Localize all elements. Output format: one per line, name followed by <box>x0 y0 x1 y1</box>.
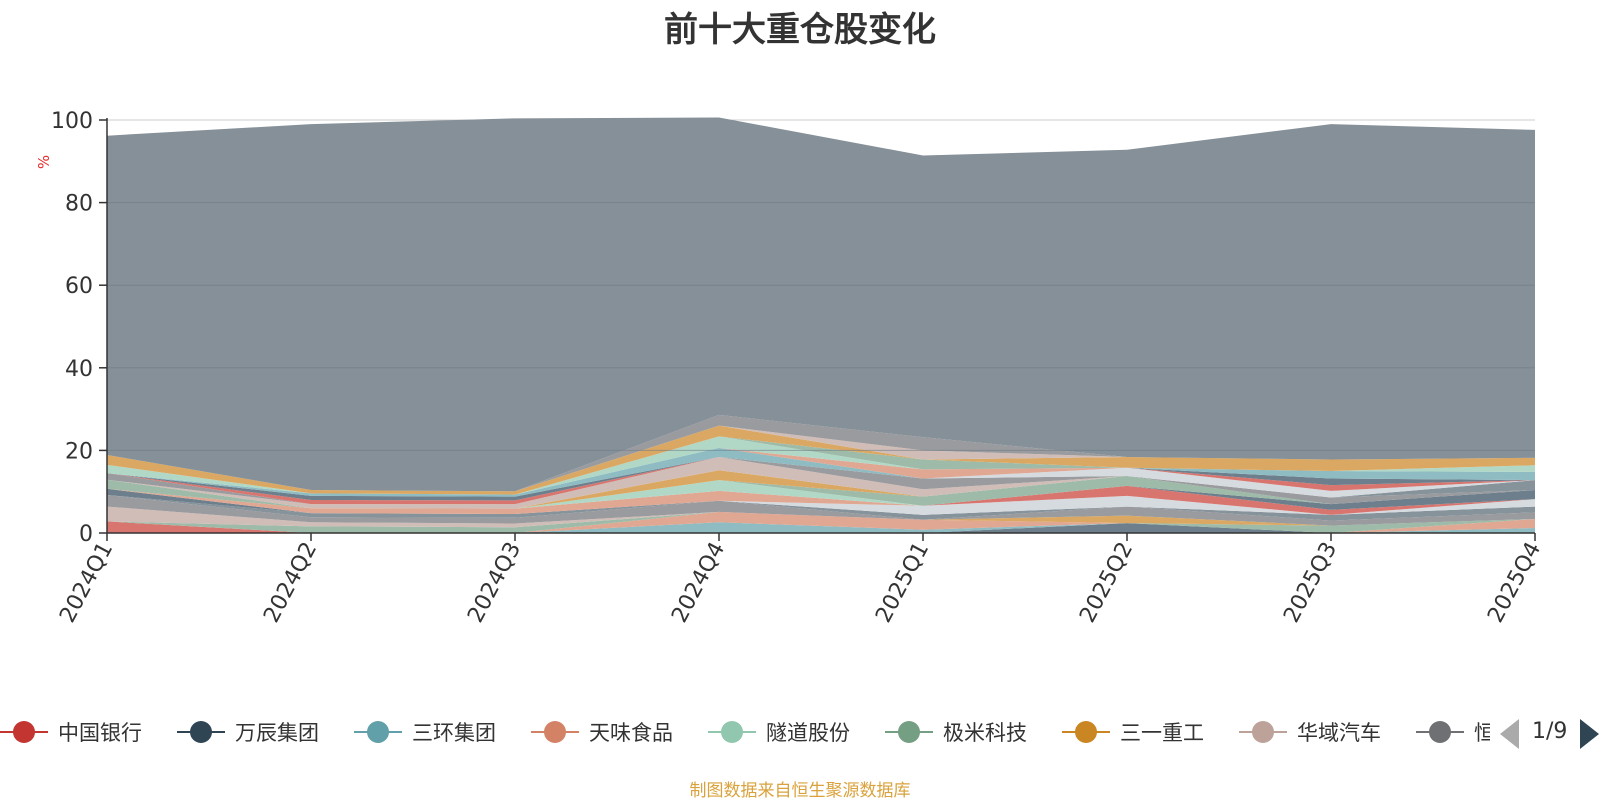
legend-marker-icon <box>1416 719 1464 745</box>
area-series-12 <box>107 485 1535 515</box>
legend-label: 天味食品 <box>589 721 673 745</box>
legend-marker-icon <box>177 719 225 745</box>
area-series-3 <box>107 511 1535 533</box>
legend-marker-icon <box>354 719 402 745</box>
area-series-22 <box>107 457 1535 505</box>
x-tick-label: 2024Q3 <box>463 538 526 627</box>
y-tick-label: 0 <box>79 522 93 547</box>
legend-marker-icon <box>531 719 579 745</box>
area-series-2 <box>107 521 1535 533</box>
area-series-10 <box>107 495 1535 515</box>
chart-title: 前十大重仓股变化 <box>664 10 936 50</box>
x-tick-label: 2025Q2 <box>1075 538 1138 627</box>
legend-item[interactable]: 中国银行 <box>0 712 142 752</box>
area-series-5 <box>107 511 1535 533</box>
area-series-15 <box>107 480 1535 509</box>
area-series-30 <box>107 414 1535 492</box>
legend-item[interactable]: 万辰集团 <box>177 712 319 752</box>
area-series-28 <box>107 425 1535 495</box>
y-tick-label: 20 <box>65 439 93 464</box>
legend-label: 万辰集团 <box>235 721 319 745</box>
legend-item[interactable]: 华域汽车 <box>1239 712 1381 752</box>
legend-marker-icon <box>1239 719 1287 745</box>
legend-page-indicator: 1/9 <box>1532 719 1568 744</box>
legend-marker-icon <box>708 719 756 745</box>
x-tick-label: 2024Q1 <box>55 538 118 627</box>
legend-label: 中国银行 <box>58 721 142 745</box>
area-series-19 <box>107 457 1535 505</box>
y-tick-label: 40 <box>65 357 93 382</box>
area-series-27 <box>107 436 1535 495</box>
legend-label: 隧道股份 <box>766 721 850 745</box>
area-series-31 <box>107 117 1535 492</box>
legend-item[interactable]: 三环集团 <box>354 712 496 752</box>
legend-item[interactable]: 三一重工 <box>1062 712 1204 752</box>
data-source-footer: 制图数据来自恒生聚源数据库 <box>689 781 911 801</box>
legend-marker-icon <box>0 719 48 745</box>
y-tick-label: 60 <box>65 274 93 299</box>
legend-item[interactable]: 天味食品 <box>531 712 673 752</box>
legend-label: 极米科技 <box>943 721 1027 745</box>
legend-next-arrow-icon[interactable] <box>1580 719 1599 749</box>
area-series-0 <box>107 521 1535 533</box>
legend-label: 华域汽车 <box>1297 721 1381 745</box>
x-tick-label: 2025Q1 <box>871 538 934 627</box>
legend-item[interactable]: 极米科技 <box>885 712 1027 752</box>
legend-label: 三环集团 <box>412 721 496 745</box>
area-series-24 <box>107 447 1535 497</box>
x-tick-label: 2025Q3 <box>1279 538 1342 627</box>
area-series-29 <box>107 425 1535 492</box>
x-tick-label: 2024Q4 <box>667 538 730 627</box>
y-tick-label: 80 <box>65 192 93 217</box>
stacked-area-chart: 0 20 40 60 80 100% 2024Q1 2024Q2 2024Q3 2024Q4 202… <box>35 109 1546 627</box>
legend-item[interactable]: 恒立液压 <box>1416 712 1490 752</box>
legend: 中国银行 万辰集团 三环集团 天味食品 隧道股份 极米科技 三一重工 华域汽车 恒立液压 <box>0 712 1490 752</box>
area-series-14 <box>107 485 1535 515</box>
legend-prev-arrow-icon[interactable] <box>1500 719 1519 749</box>
legend-marker-icon <box>885 719 933 745</box>
area-series-16 <box>107 476 1535 509</box>
area-series-11 <box>107 485 1535 515</box>
legend-pager: 1/9 <box>1498 716 1600 750</box>
legend-label: 三一重工 <box>1120 721 1204 745</box>
area-series-18 <box>107 457 1535 509</box>
legend-label: 恒立液压 <box>1474 721 1490 745</box>
legend-marker-icon <box>1062 719 1110 745</box>
y-tick-label: 100 <box>51 109 93 134</box>
y-axis-label: % <box>35 155 53 169</box>
x-tick-label: 2025Q4 <box>1483 538 1546 627</box>
x-tick-label: 2024Q2 <box>259 538 322 627</box>
area-series-1 <box>107 521 1535 533</box>
area-series-8 <box>107 495 1535 526</box>
legend-item[interactable]: 隧道股份 <box>708 712 850 752</box>
area-series-6 <box>107 511 1535 528</box>
